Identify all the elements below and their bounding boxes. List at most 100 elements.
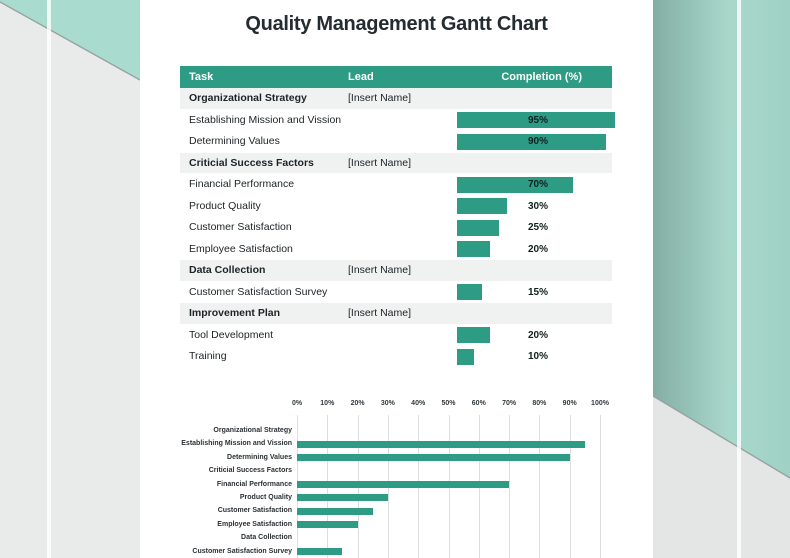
completion-bar <box>457 176 574 193</box>
completion-bar <box>457 327 491 343</box>
task-cell: Customer Satisfaction <box>189 221 292 233</box>
page-title: Quality Management Gantt Chart <box>245 13 548 35</box>
table-row: Criticial Success Factors [Insert Name] <box>180 152 612 174</box>
table-row: Financial Performance 70% <box>180 174 612 196</box>
right-fold-stripe <box>737 0 741 558</box>
table-row: Employee Satisfaction 20% <box>180 238 612 260</box>
axis-tick-label: 0% <box>291 400 303 407</box>
top-left-diagonal-edge <box>0 1 141 81</box>
axis-tick-label: 10% <box>320 400 335 407</box>
chart-category-label: Organizational Strategy <box>213 427 292 434</box>
task-cell: Training <box>189 350 227 362</box>
chart-category-label: Determining Values <box>227 453 292 461</box>
table-body: Organizational Strategy [Insert Name] Esta… <box>180 88 615 368</box>
column-header-completion: Completion (%) <box>501 71 582 83</box>
axis-tick-label: 70% <box>502 400 517 407</box>
chart-row: Financial Performance <box>140 478 653 491</box>
table-row: Training 10% <box>180 346 612 368</box>
completion-bar <box>457 241 491 257</box>
lead-cell: [Insert Name] <box>348 156 412 169</box>
right-teal-panel <box>653 0 790 478</box>
task-cell: Criticial Success Factors <box>189 156 314 169</box>
chart-row: Product Quality <box>140 491 653 504</box>
lead-cell: [Insert Name] <box>348 307 412 319</box>
task-cell: Employee Satisfaction <box>189 242 293 255</box>
task-cell: Financial Performance <box>189 178 295 190</box>
gridline <box>569 415 571 558</box>
completion-value: 20% <box>527 243 548 255</box>
completion-value: 15% <box>527 286 548 298</box>
chart-category-label: Customer Satisfaction <box>217 507 292 515</box>
gridline <box>509 415 511 558</box>
completion-value: 70% <box>527 179 548 190</box>
completion-value: 10% <box>527 351 548 362</box>
chart-bar <box>297 440 585 448</box>
lead-cell: [Insert Name] <box>348 92 412 104</box>
completion-value: 30% <box>527 200 548 212</box>
axis-tick-label: 60% <box>471 400 486 407</box>
axis-tick-label: 100% <box>591 400 609 407</box>
table-row: Establishing Mission and Vission 95% <box>180 109 615 131</box>
chart-row: Customer Satisfaction Survey <box>140 545 653 558</box>
left-fold-stripe <box>47 0 51 558</box>
chart-category-label: Criticial Success Factors <box>208 467 292 475</box>
task-cell: Improvement Plan <box>189 307 281 319</box>
completion-value: 20% <box>527 329 548 341</box>
completion-value: 25% <box>527 222 548 233</box>
chart-row: Determining Values <box>140 451 653 464</box>
completion-bar <box>457 133 607 150</box>
completion-value: 95% <box>527 114 548 126</box>
axis-tick-label: 80% <box>532 400 547 407</box>
table-row: Product Quality 30% <box>180 195 612 217</box>
table-row: Data Collection [Insert Name] <box>180 260 612 282</box>
completion-value: 90% <box>527 136 548 147</box>
chart-bar <box>297 507 373 515</box>
task-cell: Determining Values <box>189 135 280 147</box>
axis-tick-label: 90% <box>562 400 577 407</box>
chart-category-label: Customer Satisfaction Survey <box>192 547 292 555</box>
chart-bar <box>297 480 510 488</box>
table-row: Customer Satisfaction 25% <box>180 217 612 239</box>
chart-bar <box>297 521 358 529</box>
table-row: Improvement Plan [Insert Name] <box>180 303 612 325</box>
column-header-task: Task <box>189 71 214 83</box>
completion-bar <box>457 219 499 236</box>
table-row: Customer Satisfaction Survey 15% <box>180 281 612 303</box>
completion-bar <box>457 348 474 365</box>
completion-bar <box>457 198 507 214</box>
axis-tick-label: 50% <box>441 400 456 407</box>
document-page: Quality Management Gantt Chart Task Lead… <box>140 0 653 558</box>
gridline <box>600 415 601 558</box>
table-row: Determining Values 90% <box>180 131 612 153</box>
completion-bar <box>457 112 615 128</box>
gridline <box>539 415 541 558</box>
task-cell: Customer Satisfaction Survey <box>189 285 328 298</box>
completion-bar-chart: 0% 10% 20% 30% 40% 50% 60% 70% 80% 90% 100% Organi… <box>140 398 653 558</box>
chart-bar <box>297 454 570 462</box>
lead-cell: [Insert Name] <box>348 264 412 276</box>
chart-category-label: Product Quality <box>239 494 292 501</box>
table-header-row: Task Lead Completion (%) <box>180 66 612 88</box>
table-row: Tool Development 20% <box>180 324 612 346</box>
chart-bar <box>297 494 388 502</box>
axis-tick-label: 30% <box>380 400 395 407</box>
task-cell: Establishing Mission and Vission <box>189 113 342 126</box>
axis-tick-label: 40% <box>411 400 426 407</box>
completion-bar <box>457 284 482 300</box>
chart-bar <box>297 547 343 555</box>
chart-row: Employee Satisfaction <box>140 518 653 531</box>
task-cell: Tool Development <box>189 328 274 341</box>
chart-row: Establishing Mission and Vission <box>140 437 653 450</box>
chart-row: Criticial Success Factors <box>140 464 653 477</box>
axis-tick-label: 20% <box>350 400 365 407</box>
chart-category-label: Establishing Mission and Vission <box>181 440 292 448</box>
chart-row: Organizational Strategy <box>140 424 653 437</box>
chart-category-label: Employee Satisfaction <box>217 520 292 528</box>
task-cell: Product Quality <box>189 199 261 212</box>
chart-row: Customer Satisfaction <box>140 504 653 517</box>
table-row: Organizational Strategy [Insert Name] <box>180 88 612 110</box>
right-diagonal-edge <box>652 395 790 479</box>
task-cell: Organizational Strategy <box>189 92 307 104</box>
column-header-lead: Lead <box>348 71 374 83</box>
